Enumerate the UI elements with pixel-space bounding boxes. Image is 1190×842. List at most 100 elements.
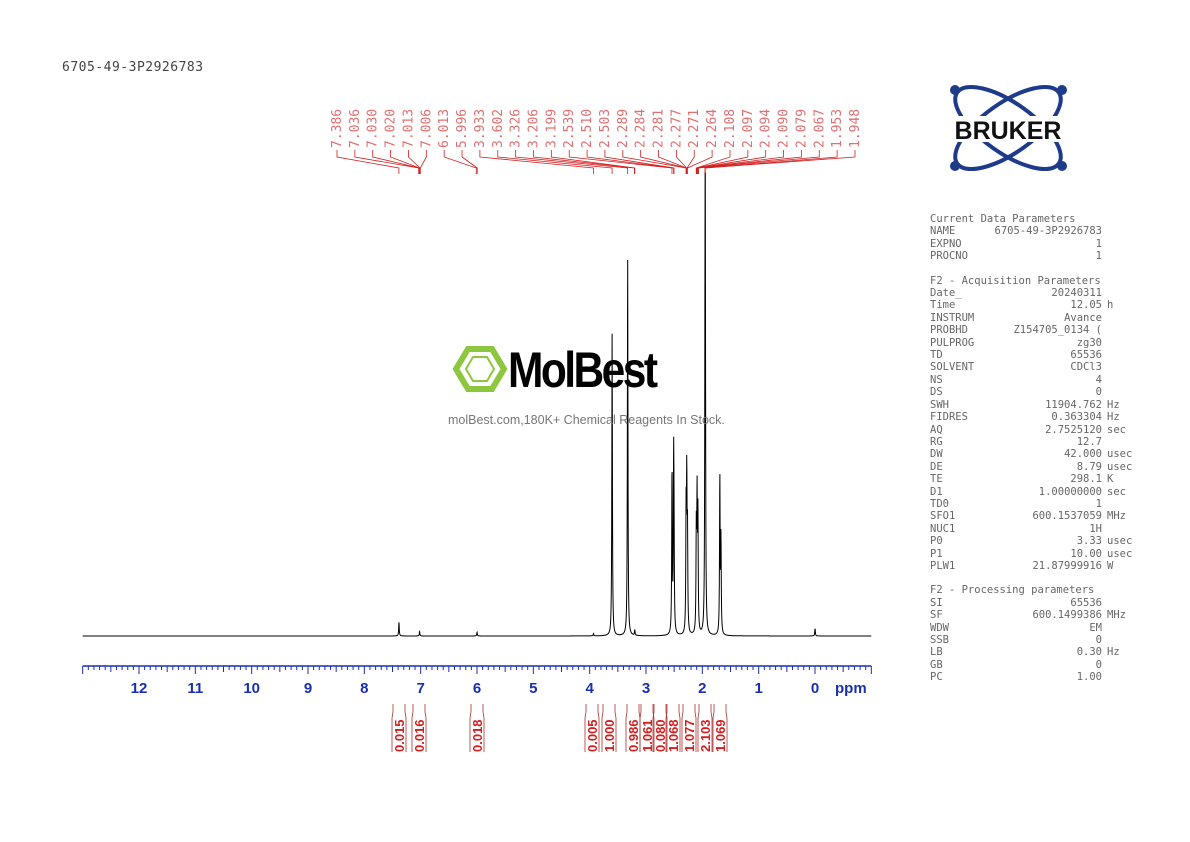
parameter-row: PLW1 21.87999916 W bbox=[930, 560, 1140, 572]
peak-label-text: 2.289 bbox=[616, 109, 631, 148]
integral-value: 1.069 bbox=[713, 719, 728, 752]
parameter-unit bbox=[1102, 436, 1107, 448]
parameter-value: 65536 bbox=[1070, 596, 1102, 609]
integral-value: 0.015 bbox=[392, 719, 407, 752]
parameter-name: Time bbox=[930, 299, 956, 312]
parameter-row: EXPNO 1 bbox=[930, 238, 1140, 250]
parameter-name: SF bbox=[930, 609, 943, 622]
peak-label: 2.067 bbox=[698, 109, 827, 174]
parameter-row: DS 0 bbox=[930, 386, 1140, 398]
parameter-name: SI bbox=[930, 596, 943, 609]
parameter-name: PROBHD bbox=[930, 324, 968, 337]
parameter-row: TD 65536 bbox=[930, 349, 1140, 361]
tick-label: 12 bbox=[131, 680, 148, 697]
parameter-name: PC bbox=[930, 671, 943, 684]
parameter-row: RG 12.7 bbox=[930, 436, 1140, 448]
parameter-row: AQ 2.7525120 sec bbox=[930, 424, 1140, 436]
peak-label-text: 2.284 bbox=[634, 109, 649, 148]
parameter-value: 1H bbox=[1089, 522, 1102, 535]
parameter-row: D1 1.00000000 sec bbox=[930, 486, 1140, 498]
parameter-row: DW 42.000 usec bbox=[930, 448, 1140, 460]
peak-label-text: 2.090 bbox=[777, 109, 792, 148]
parameter-value: 11904.762 bbox=[1045, 398, 1102, 411]
parameter-name: RG bbox=[930, 435, 943, 448]
peak-label: 2.108 bbox=[695, 109, 738, 174]
parameter-unit bbox=[1102, 225, 1107, 237]
parameter-row: NAME 6705-49-3P2926783 bbox=[930, 225, 1140, 237]
peak-label: 2.090 bbox=[696, 109, 792, 174]
integral: 1.000 bbox=[601, 704, 617, 752]
peak-label: 2.539 bbox=[562, 109, 673, 174]
parameter-row: WDW EM bbox=[930, 622, 1140, 634]
parameter-row: PROBHD Z154705_0134 ( bbox=[930, 324, 1140, 336]
parameter-row: PC 1.00 bbox=[930, 671, 1140, 683]
watermark-tagline: molBest.com,180K+ Chemical Reagents In S… bbox=[448, 413, 725, 427]
parameter-row: LB 0.30 Hz bbox=[930, 646, 1140, 658]
parameter-name: AQ bbox=[930, 423, 943, 436]
peak-label-text: 2.094 bbox=[759, 109, 774, 148]
parameter-section-title: F2 - Processing parameters bbox=[930, 584, 1095, 597]
parameter-name: NUC1 bbox=[930, 522, 956, 535]
parameter-row: SFO1 600.1537059 MHz bbox=[930, 510, 1140, 522]
peak-label-leader bbox=[604, 150, 675, 174]
integral: 1.068 bbox=[665, 704, 681, 752]
parameter-name: LB bbox=[930, 646, 943, 659]
parameter-section: Current Data Parameters NAME 6705-49-3P292… bbox=[930, 213, 1140, 263]
parameter-unit bbox=[1102, 597, 1107, 609]
peak-label: 6.013 bbox=[437, 109, 477, 174]
parameter-value: 0 bbox=[1095, 634, 1102, 646]
parameter-value: 1 bbox=[1095, 250, 1102, 263]
tick-label: 11 bbox=[187, 680, 203, 697]
parameter-unit bbox=[1102, 523, 1107, 535]
integral-bracket bbox=[712, 704, 728, 752]
integral: 2.103 bbox=[697, 704, 713, 752]
parameter-unit bbox=[1102, 659, 1107, 671]
peak-label-leader bbox=[497, 150, 613, 174]
peak-label-text: 5.996 bbox=[455, 109, 470, 148]
parameter-value: 0 bbox=[1095, 658, 1102, 671]
parameter-value: 20240311 bbox=[1051, 287, 1102, 300]
integral-value: 0.986 bbox=[626, 719, 641, 752]
peak-label-leader bbox=[336, 150, 400, 174]
peak-label: 2.503 bbox=[598, 109, 675, 174]
peak-label-text: 2.079 bbox=[794, 109, 809, 148]
parameter-name: DW bbox=[930, 448, 943, 461]
integral-value: 1.068 bbox=[666, 719, 681, 752]
parameter-value: 21.87999916 bbox=[1032, 559, 1102, 572]
tick-label: 10 bbox=[243, 680, 260, 697]
peak-label-text: 2.264 bbox=[705, 109, 720, 148]
parameter-name: NAME bbox=[930, 225, 956, 238]
parameter-unit: MHz bbox=[1107, 510, 1126, 523]
parameters-panel: Current Data Parameters NAME 6705-49-3P292… bbox=[930, 213, 1140, 696]
parameter-name: SWH bbox=[930, 398, 949, 411]
parameter-unit: sec bbox=[1107, 485, 1126, 498]
parameter-unit: K bbox=[1107, 473, 1114, 486]
integral-value: 0.016 bbox=[412, 719, 427, 752]
peak-label-text: 2.281 bbox=[652, 109, 667, 148]
watermark-name: MolBest bbox=[508, 342, 658, 398]
peak-label-leader bbox=[704, 150, 856, 174]
integral-bracket bbox=[665, 704, 681, 752]
parameter-name: TE bbox=[930, 473, 943, 486]
parameter-name: WDW bbox=[930, 621, 949, 634]
tick-label: 1 bbox=[754, 680, 762, 697]
peak-label-leader bbox=[568, 150, 673, 174]
parameter-value: 3.33 bbox=[1076, 535, 1102, 548]
parameter-row: DE 8.79 usec bbox=[930, 461, 1140, 473]
parameter-row: PULPROG zg30 bbox=[930, 337, 1140, 349]
parameter-row: P0 3.33 usec bbox=[930, 535, 1140, 547]
peak-label: 2.271 bbox=[686, 109, 702, 174]
integral: 0.986 bbox=[625, 704, 641, 752]
peak-label-text: 3.206 bbox=[526, 109, 541, 148]
parameter-name: EXPNO bbox=[930, 237, 962, 250]
peak-label-text: 7.020 bbox=[384, 109, 399, 148]
parameter-value: 42.000 bbox=[1064, 448, 1102, 461]
parameter-unit: Hz bbox=[1107, 411, 1120, 424]
parameter-unit bbox=[1102, 349, 1107, 361]
integral: 1.069 bbox=[712, 704, 728, 752]
parameter-unit bbox=[1102, 374, 1107, 386]
parameter-value: EM bbox=[1089, 621, 1102, 634]
peak-label-leader bbox=[372, 150, 420, 174]
parameter-row: P1 10.00 usec bbox=[930, 548, 1140, 560]
parameter-value: 1.00000000 bbox=[1038, 485, 1102, 498]
